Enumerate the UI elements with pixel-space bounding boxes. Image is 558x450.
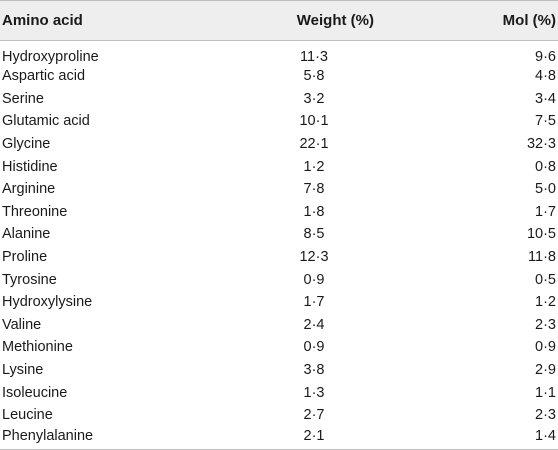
table-row: Leucine 2·7 2·3 xyxy=(0,404,558,427)
cell-amino-acid-name: Serine xyxy=(2,90,44,107)
cell-weight-percent: 1·2 xyxy=(303,158,325,175)
cell-amino-acid-name: Glycine xyxy=(2,136,51,153)
cell-mol-percent: 0·8 xyxy=(535,158,556,175)
cell-amino-acid-name: Hydroxylysine xyxy=(2,294,93,311)
header-mol: Mol (%) xyxy=(378,0,558,41)
table-row: Hydroxyproline 11·3 9·6 xyxy=(0,41,558,65)
cell-amino-acid-name: Valine xyxy=(2,316,42,333)
cell-weight-percent: 2·7 xyxy=(303,407,325,424)
cell-amino-acid-name: Histidine xyxy=(2,158,58,175)
cell-weight-percent: 12·3 xyxy=(299,249,329,266)
table-row: Glycine 22·1 32·3 xyxy=(0,133,558,156)
cell-mol-percent: 3·4 xyxy=(535,90,556,107)
cell-mol-percent: 2·3 xyxy=(535,316,556,333)
cell-amino-acid-name: Tyrosine xyxy=(2,271,57,288)
table-row: Isoleucine 1·3 1·1 xyxy=(0,381,558,404)
table-row: Proline 12·3 11·8 xyxy=(0,246,558,269)
cell-mol-percent: 11·8 xyxy=(528,249,556,266)
cell-mol-percent: 5·0 xyxy=(535,181,556,198)
cell-weight-percent: 3·8 xyxy=(303,362,325,379)
table-row: Phenylalanine 2·1 1·4 xyxy=(0,426,558,450)
cell-mol-percent: 2·9 xyxy=(535,362,556,379)
cell-mol-percent: 1·1 xyxy=(535,384,556,401)
cell-weight-percent: 1·7 xyxy=(303,294,325,311)
cell-mol-percent: 10·5 xyxy=(526,226,556,243)
header-amino-acid: Amino acid xyxy=(0,0,200,41)
table-row: Methionine 0·9 0·9 xyxy=(0,336,558,359)
cell-weight-percent: 1·8 xyxy=(303,203,325,220)
cell-mol-percent: 0·5 xyxy=(535,271,556,288)
table-row: Histidine 1·2 0·8 xyxy=(0,155,558,178)
table-row: Threonine 1·8 1·7 xyxy=(0,201,558,224)
header-row: Amino acid Weight (%) Mol (%) xyxy=(0,0,558,41)
table-row: Aspartic acid 5·8 4·8 xyxy=(0,65,558,88)
cell-weight-percent: 11·3 xyxy=(300,49,328,65)
cell-amino-acid-name: Hydroxyproline xyxy=(2,49,99,65)
cell-weight-percent: 0·9 xyxy=(303,271,325,288)
cell-mol-percent: 1·2 xyxy=(535,294,556,311)
cell-weight-percent: 1·3 xyxy=(303,384,325,401)
table-row: Arginine 7·8 5·0 xyxy=(0,178,558,201)
cell-weight-percent: 10·1 xyxy=(299,113,329,130)
cell-weight-percent: 5·8 xyxy=(303,68,325,85)
table-header: Amino acid Weight (%) Mol (%) xyxy=(0,0,558,41)
cell-mol-percent: 2·3 xyxy=(535,407,556,424)
cell-mol-percent: 7·5 xyxy=(535,113,556,130)
cell-amino-acid-name: Methionine xyxy=(2,339,73,356)
cell-amino-acid-name: Isoleucine xyxy=(2,384,68,401)
cell-amino-acid-name: Proline xyxy=(2,249,48,266)
table-row: Tyrosine 0·9 0·5 xyxy=(0,268,558,291)
cell-mol-percent: 0·9 xyxy=(535,339,556,356)
header-weight: Weight (%) xyxy=(200,0,378,41)
cell-weight-percent: 0·9 xyxy=(303,339,325,356)
table-row: Serine 3·2 3·4 xyxy=(0,88,558,111)
cell-weight-percent: 22·1 xyxy=(299,136,329,153)
cell-amino-acid-name: Glutamic acid xyxy=(2,113,90,130)
cell-amino-acid-name: Lysine xyxy=(2,362,44,379)
cell-mol-percent: 1·7 xyxy=(535,203,556,220)
cell-amino-acid-name: Leucine xyxy=(2,407,53,424)
cell-mol-percent: 32·3 xyxy=(526,136,556,153)
table-row: Valine 2·4 2·3 xyxy=(0,314,558,337)
cell-amino-acid-name: Arginine xyxy=(2,181,56,198)
cell-weight-percent: 7·8 xyxy=(303,181,325,198)
cell-amino-acid-name: Phenylalanine xyxy=(0,426,200,450)
table-row: Lysine 3·8 2·9 xyxy=(0,359,558,382)
cell-weight-percent: 2·4 xyxy=(303,316,325,333)
cell-amino-acid-name: Aspartic acid xyxy=(2,68,86,85)
cell-mol-percent: 9·6 xyxy=(535,49,556,65)
table-row: Alanine 8·5 10·5 xyxy=(0,223,558,246)
cell-weight-percent: 3·2 xyxy=(303,90,325,107)
table-row: Glutamic acid 10·1 7·5 xyxy=(0,110,558,133)
cell-amino-acid-name: Threonine xyxy=(2,203,68,220)
cell-weight-percent: 8·5 xyxy=(303,226,325,243)
table-body: Hydroxyproline 11·3 9·6 Aspartic acid 5·8 4·8… xyxy=(0,41,558,450)
table-row: Hydroxylysine 1·7 1·2 xyxy=(0,291,558,314)
cell-amino-acid-name: Alanine xyxy=(2,226,51,243)
cell-mol-percent: 4·8 xyxy=(535,68,556,85)
